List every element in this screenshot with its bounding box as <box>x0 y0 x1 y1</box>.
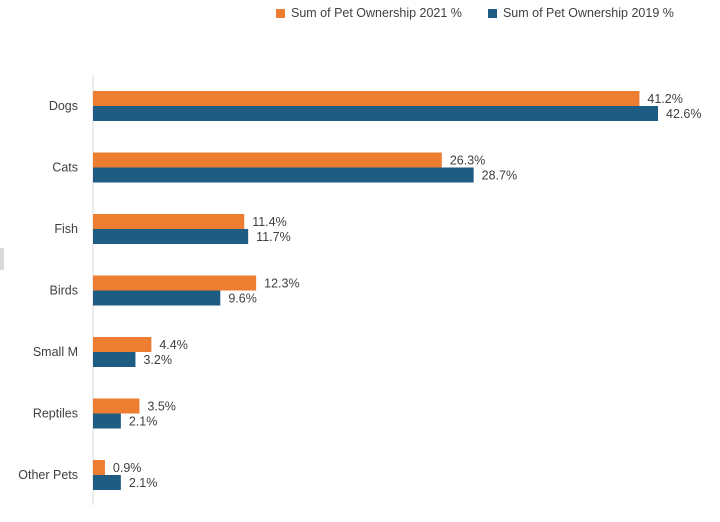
bar-cats-2019 <box>93 167 474 183</box>
data-label-other-pets-2021: 0.9% <box>113 461 141 475</box>
data-label-small-m-2021: 4.4% <box>159 338 188 352</box>
legend-swatch-2021 <box>276 8 285 18</box>
bar-small-m-2019 <box>93 352 136 367</box>
category-label-dogs: Dogs <box>49 99 78 113</box>
category-label-cats: Cats <box>52 161 78 175</box>
left-edge-marker <box>0 248 4 270</box>
bar-cats-2021 <box>93 152 442 168</box>
data-label-reptiles-2021: 3.5% <box>147 400 176 414</box>
data-label-cats-2021: 26.3% <box>450 154 485 168</box>
legend-label-2021: Sum of Pet Ownership 2021 % <box>291 6 462 20</box>
data-label-dogs-2019: 42.6% <box>666 107 701 121</box>
category-labels-layer: Dogs Cats Fish Birds Small M Reptiles Other Pe… <box>18 99 78 482</box>
category-label-small-m: Small M <box>33 345 78 359</box>
data-label-cats-2019: 28.7% <box>482 169 517 183</box>
data-label-other-pets-2019: 2.1% <box>129 476 158 490</box>
legend-item-2021: Sum of Pet Ownership 2021 % <box>276 6 462 20</box>
legend-label-2019: Sum of Pet Ownership 2019 % <box>502 6 674 20</box>
bar-small-m-2021 <box>93 337 152 352</box>
data-label-fish-2019: 11.7% <box>256 230 291 244</box>
bars-layer <box>93 91 658 490</box>
bar-birds-2019 <box>93 290 221 306</box>
bar-fish-2021 <box>93 214 245 229</box>
bar-other-pets-2021 <box>93 460 105 475</box>
bar-fish-2019 <box>93 229 249 244</box>
data-labels-layer: 41.2%42.6% 26.3%28.7% 11.4%11.7% 12.3% 9.6% 4… <box>113 92 702 490</box>
bar-reptiles-2021 <box>93 398 140 414</box>
data-label-small-m-2019: 3.2% <box>143 353 172 367</box>
bar-birds-2021 <box>93 275 257 291</box>
data-label-fish-2021: 11.4% <box>252 215 287 229</box>
legend-item-2019: Sum of Pet Ownership 2019 % <box>487 6 674 20</box>
bar-dogs-2021 <box>93 91 640 106</box>
data-label-dogs-2021: 41.2% <box>647 92 682 106</box>
data-label-reptiles-2019: 2.1% <box>129 415 158 429</box>
bar-reptiles-2019 <box>93 413 121 429</box>
chart-legend: Sum of Pet Ownership 2021 % Sum of Pet O… <box>276 6 674 20</box>
category-label-other-pets: Other Pets <box>18 468 78 482</box>
legend-swatch-2019 <box>487 8 497 18</box>
category-label-reptiles: Reptiles <box>33 407 78 421</box>
category-label-birds: Birds <box>50 284 78 298</box>
bar-dogs-2019 <box>93 106 658 121</box>
category-label-fish: Fish <box>54 222 78 236</box>
data-label-birds-2021: 12.3% <box>264 277 299 291</box>
data-label-birds-2019: 9.6% <box>228 292 257 306</box>
bar-other-pets-2019 <box>93 475 121 490</box>
